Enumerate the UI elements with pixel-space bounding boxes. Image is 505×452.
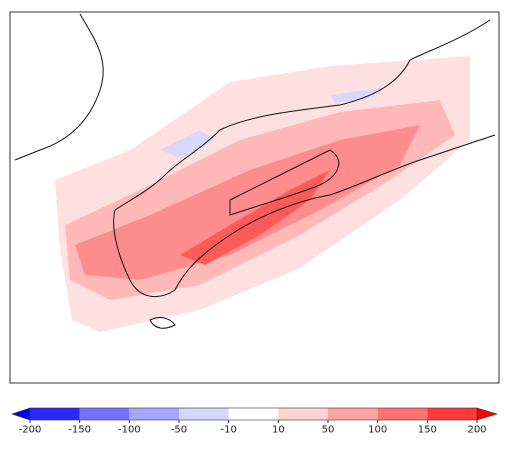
colorbar-segment [377,408,428,420]
coastline [149,317,176,329]
coastline [229,149,340,216]
coastline [114,19,491,211]
colorbar-segment [228,408,279,420]
colorbar-segment [129,408,179,420]
colorbar-tick-label: 10 [272,424,285,435]
colorbar-tick-label: 200 [467,424,486,435]
anomaly-area [75,125,420,280]
colorbar-tick-label: -10 [220,424,236,435]
anomaly-area [180,170,330,265]
map-panel [9,11,500,384]
negative-area [330,88,380,103]
coastline [113,134,496,298]
colorbar-tick-label: -100 [118,424,141,435]
negative-area [160,130,215,158]
colorbar-tick-label: -200 [19,424,42,435]
colorbar-outline [29,407,478,421]
colorbar-tick-label: -50 [171,424,187,435]
colorbar-tick-label: 100 [368,424,387,435]
colorbar-tick-label: 150 [418,424,437,435]
colorbar-segment [79,408,130,420]
coastline [14,13,104,161]
colorbar-extend-max [476,407,499,421]
colorbar: -200 -150 -100 -50 -10 10 50 100 150 200 [11,407,499,435]
colorbar-segment [30,408,80,420]
colorbar-segment [427,408,477,420]
colorbar-extend-min [11,407,31,421]
colorbar-segment [179,408,229,420]
colorbar-tick-label: -150 [68,424,91,435]
colorbar-tick-label: 50 [322,424,335,435]
colorbar-segment [278,408,328,420]
colorbar-segment [328,408,378,420]
